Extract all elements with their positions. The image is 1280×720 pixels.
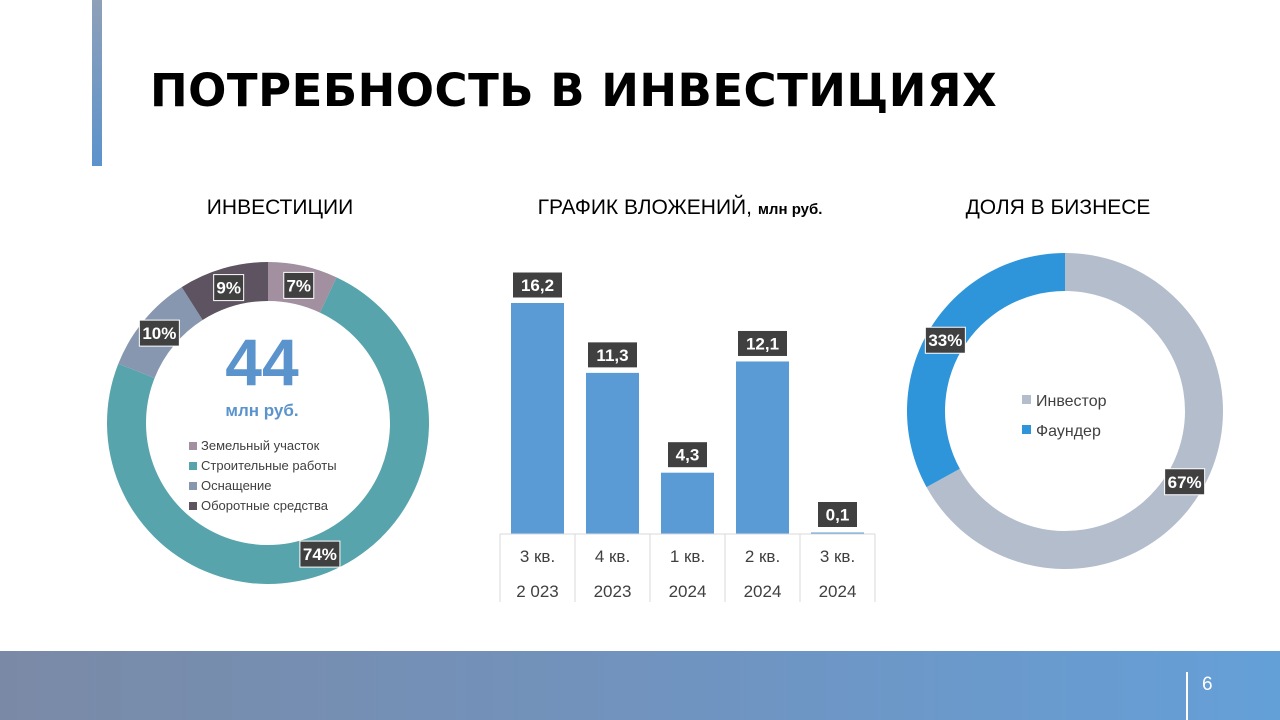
investments-legend-swatch-1	[189, 442, 197, 450]
investments-total-unit: млн руб.	[225, 401, 298, 420]
share-legend-swatch-2	[1022, 425, 1031, 434]
share-slice-label-1: 67%	[1168, 473, 1202, 492]
investments-legend-swatch-4	[189, 502, 197, 510]
schedule-x-tick-quarter-2: 4 кв.	[595, 547, 630, 566]
investments-slice-label-3-box	[138, 319, 180, 347]
schedule-bar-label-1-box	[512, 271, 563, 299]
investments-legend-swatch-2	[189, 462, 197, 470]
schedule-x-tick-year-3: 2024	[669, 582, 707, 601]
schedule-x-tick-quarter-4: 2 кв.	[745, 547, 780, 566]
share-slice-label-2: 33%	[928, 331, 962, 350]
investments-legend-label-1: Земельный участок	[201, 438, 320, 453]
schedule-x-tick-year-4: 2024	[744, 582, 782, 601]
footer-divider	[1186, 672, 1188, 720]
schedule-bar-label-4-box	[737, 329, 788, 357]
share-section-title: ДОЛЯ В БИЗНЕСЕ	[966, 196, 1151, 220]
investments-slice-label-1-box	[283, 271, 315, 299]
schedule-title-text: ГРАФИК ВЛОЖЕНИЙ,	[537, 196, 752, 219]
schedule-bar-label-2: 11,3	[596, 346, 628, 365]
investments-legend-label-4: Оборотные средства	[201, 498, 329, 513]
schedule-x-tick-quarter-3: 1 кв.	[670, 547, 705, 566]
schedule-bar-label-1: 16,2	[521, 276, 554, 295]
schedule-title-unit: млн руб.	[757, 201, 823, 218]
schedule-bar-label-5: 0,1	[826, 506, 850, 525]
investments-slice-label-4-box	[213, 274, 245, 302]
schedule-x-tick-year-1: 2 023	[516, 582, 559, 601]
investments-slice-label-3: 10%	[142, 324, 176, 343]
share-legend-label-1: Инвестор	[1036, 393, 1107, 410]
share-legend-swatch-1	[1022, 395, 1031, 404]
schedule-x-tick-quarter-5: 3 кв.	[820, 547, 855, 566]
schedule-bar-3	[661, 472, 714, 534]
investments-slice-label-2-box	[299, 540, 341, 568]
schedule-bar-label-3-box	[667, 441, 708, 469]
schedule-bar-4	[736, 361, 789, 534]
investments-legend-label-3: Оснащение	[201, 478, 271, 493]
investments-legend-label-2: Строительные работы	[201, 458, 337, 473]
footer-band	[0, 651, 1280, 720]
page-number: 6	[1202, 674, 1213, 695]
investments-legend-swatch-3	[189, 482, 197, 490]
investments-slice-label-2: 74%	[303, 545, 337, 564]
schedule-bar-label-3: 4,3	[676, 446, 700, 465]
share-slice-2	[906, 252, 1065, 488]
share-slice-label-1-box	[1164, 468, 1206, 496]
schedule-section-title: ГРАФИК ВЛОЖЕНИЙ, млн руб.	[538, 196, 823, 220]
schedule-x-tick-year-2: 2023	[594, 582, 632, 601]
title-accent-bar	[92, 0, 102, 166]
investments-title-text: ИНВЕСТИЦИИ	[206, 196, 354, 219]
investments-slice-label-4: 9%	[216, 279, 241, 298]
schedule-x-tick-quarter-1: 3 кв.	[520, 547, 555, 566]
investments-slice-label-1: 7%	[286, 276, 311, 295]
schedule-bar-1	[511, 303, 564, 534]
share-title-text: ДОЛЯ В БИЗНЕСЕ	[965, 196, 1151, 219]
schedule-bar-label-5-box	[817, 501, 858, 528]
schedule-x-tick-year-5: 2024	[819, 582, 857, 601]
page-title: ПОТРЕБНОСТЬ В ИНВЕСТИЦИЯХ	[150, 64, 998, 117]
schedule-bar-2	[586, 372, 639, 534]
share-legend-label-2: Фаундер	[1036, 423, 1101, 440]
share-slice-label-2-box	[924, 326, 966, 354]
investments-section-title: ИНВЕСТИЦИИ	[207, 196, 353, 220]
schedule-bar-5	[811, 532, 864, 534]
schedule-bar-label-2-box	[587, 341, 638, 369]
schedule-bar-label-4: 12,1	[746, 334, 779, 353]
investments-total-value: 44	[225, 325, 299, 399]
